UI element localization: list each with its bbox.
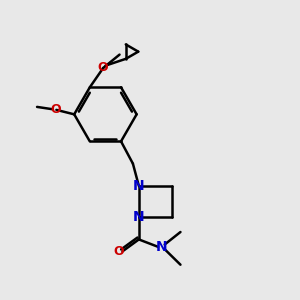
Text: O: O <box>50 103 61 116</box>
Text: N: N <box>133 210 145 224</box>
Text: N: N <box>156 240 168 254</box>
Text: O: O <box>114 245 124 258</box>
Text: N: N <box>133 179 145 193</box>
Text: O: O <box>98 61 109 74</box>
